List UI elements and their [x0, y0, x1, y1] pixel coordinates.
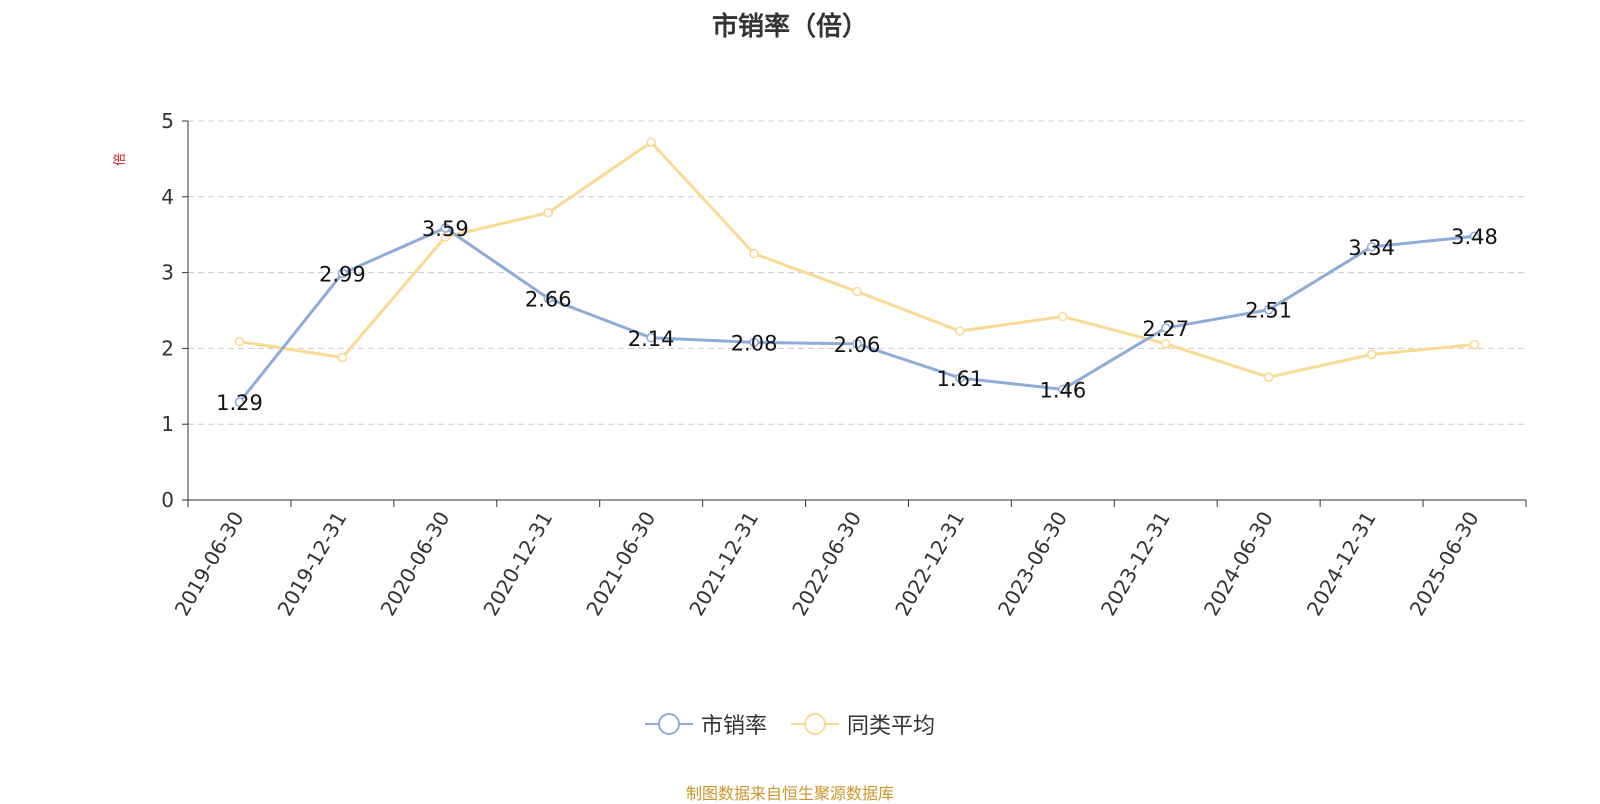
data-point-series-2 [440, 232, 451, 242]
data-label-series-1: 2.27 [1142, 317, 1189, 341]
legend-label-series-2: 同类平均 [847, 714, 936, 739]
x-tick-label: 2021-06-30 [581, 507, 660, 620]
data-point-series-1 [1263, 304, 1274, 315]
x-tick-label: 2025-06-30 [1405, 507, 1484, 620]
data-label-series-1: 2.66 [525, 287, 572, 311]
data-label-series-1: 2.99 [319, 262, 366, 286]
data-label-series-1: 1.29 [216, 391, 263, 415]
data-point-series-2 [749, 248, 759, 259]
data-point-series-1 [852, 339, 862, 349]
x-tick-label: 2021-12-31 [684, 507, 763, 620]
data-label-series-1: 3.48 [1451, 225, 1498, 249]
legend-label-series-1: 市销率 [700, 714, 767, 739]
data-point-series-2 [1469, 339, 1480, 350]
data-point-series-2 [646, 137, 656, 147]
data-point-series-1 [1161, 323, 1171, 333]
data-point-series-2 [1058, 311, 1068, 322]
y-tick-label: 1 [161, 412, 174, 436]
x-tick-label: 2024-12-31 [1302, 507, 1381, 620]
data-point-series-1 [440, 223, 451, 233]
data-point-series-1 [1058, 384, 1068, 395]
x-tick-label: 2020-12-31 [478, 507, 557, 620]
data-point-series-2 [1161, 339, 1171, 349]
legend-item-series-2[interactable]: 同类平均 [791, 708, 935, 740]
y-tick-label: 0 [161, 488, 174, 512]
data-point-series-2 [955, 326, 965, 336]
data-point-series-2 [543, 207, 553, 218]
data-point-series-1 [543, 293, 553, 304]
data-point-series-2 [1366, 349, 1377, 360]
x-tick-label: 2022-06-30 [787, 507, 866, 620]
x-tick-label: 2019-12-31 [273, 507, 352, 620]
data-point-series-1 [955, 373, 965, 383]
data-point-series-1 [337, 268, 348, 279]
data-point-series-1 [1366, 242, 1377, 252]
x-tick-label: 2023-12-31 [1096, 507, 1175, 620]
data-point-series-1 [234, 397, 245, 407]
data-point-series-2 [852, 286, 862, 297]
y-tick-label: 3 [161, 261, 174, 285]
x-tick-label: 2022-12-31 [890, 507, 969, 620]
chart-title: 市销率（倍） [711, 12, 868, 42]
x-tick-label: 2019-06-30 [170, 507, 249, 620]
data-label-series-1: 1.61 [937, 367, 984, 391]
legend-swatch-series-1 [644, 713, 693, 735]
source-note: 制图数据来自恒生聚源数据库 [685, 784, 894, 803]
data-point-series-2 [1263, 372, 1274, 382]
data-point-series-2 [337, 352, 348, 363]
data-point-series-1 [646, 333, 656, 343]
y-tick-label: 5 [161, 109, 174, 133]
legend-swatch-series-2 [791, 713, 839, 735]
data-point-series-1 [1469, 231, 1480, 241]
data-label-series-1: 2.51 [1245, 299, 1292, 323]
x-tick-label: 2024-06-30 [1199, 507, 1278, 620]
data-label-series-1: 3.34 [1348, 236, 1395, 260]
data-label-series-1: 2.06 [834, 333, 881, 357]
data-point-series-2 [234, 336, 245, 347]
x-tick-label: 2020-06-30 [375, 507, 454, 620]
y-tick-label: 2 [161, 336, 174, 360]
y-tick-label: 4 [161, 185, 174, 209]
data-label-series-1: 1.46 [1039, 378, 1086, 402]
x-tick-label: 2023-06-30 [993, 507, 1072, 620]
data-label-series-1: 3.59 [422, 217, 469, 241]
legend-item-series-1[interactable]: 市销率 [644, 708, 767, 740]
data-label-series-1: 2.08 [731, 331, 778, 355]
legend: 市销率 同类平均 [0, 708, 1580, 740]
data-label-series-1: 2.14 [628, 327, 675, 351]
data-point-series-1 [749, 337, 759, 348]
